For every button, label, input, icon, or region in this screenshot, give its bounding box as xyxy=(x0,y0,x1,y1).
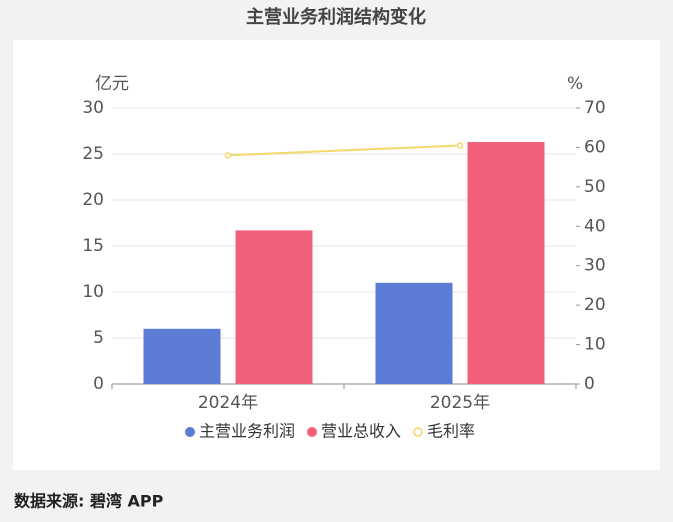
x-tick-label: 2025年 xyxy=(430,393,490,413)
line xyxy=(227,144,461,157)
y2-tick-label: 40 xyxy=(584,216,606,236)
y2-tick-label: 10 xyxy=(584,335,606,355)
y-axis-unit: 亿元 xyxy=(95,74,129,94)
y2-tick-label: 30 xyxy=(584,256,606,276)
legend-symbol xyxy=(413,427,423,437)
bar xyxy=(375,282,453,384)
chart-title: 主营业务利润结构变化 xyxy=(246,6,426,28)
bar xyxy=(467,142,545,384)
y2-tick-label: 0 xyxy=(584,374,595,394)
x-tick-label: 2024年 xyxy=(198,393,258,413)
legend-label: 毛利率 xyxy=(427,422,475,441)
y2-tick-label: 20 xyxy=(584,295,606,315)
source-note: 数据来源: 碧湾 APP xyxy=(14,492,164,511)
y-tick-label: 10 xyxy=(82,282,104,302)
y-tick-label: 25 xyxy=(82,144,104,164)
y-tick-label: 20 xyxy=(82,190,104,210)
legend-label: 主营业务利润 xyxy=(199,422,295,441)
panel xyxy=(13,40,660,470)
y2-axis-unit: % xyxy=(567,74,583,94)
y-tick-label: 15 xyxy=(82,236,104,256)
y-tick-label: 5 xyxy=(93,328,104,348)
line-point xyxy=(456,142,464,149)
bar xyxy=(235,230,313,384)
y2-tick-label: 70 xyxy=(584,98,606,118)
bar xyxy=(143,328,221,384)
y-tick-label: 30 xyxy=(82,98,104,118)
y-tick-label: 0 xyxy=(93,374,104,394)
legend-label: 营业总收入 xyxy=(321,422,401,441)
y2-tick-label: 50 xyxy=(584,177,606,197)
legend-symbol xyxy=(185,427,195,437)
y2-tick-label: 60 xyxy=(584,137,606,157)
legend-symbol xyxy=(307,427,317,437)
line-point xyxy=(224,152,232,159)
